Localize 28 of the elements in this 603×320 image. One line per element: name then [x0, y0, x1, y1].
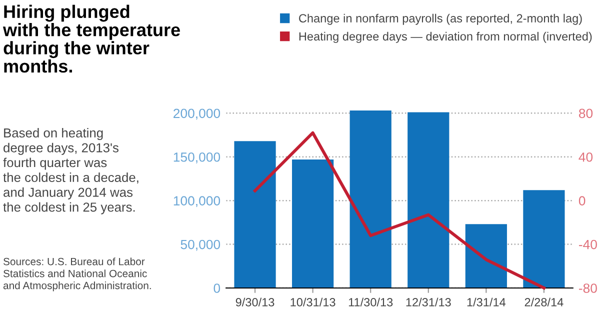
x-tick-label: 2/28/14 [524, 298, 564, 306]
text: Based on heating degree days, 2013's fourth quarter was the coldest in a decade, and January 2014 was the coldest in 25 years. [3, 128, 138, 214]
y2-tick-label: 0 [578, 196, 586, 206]
bar [350, 110, 392, 288]
x-tick-label: 12/31/13 [406, 298, 451, 306]
y-tick-label: 100,000 [174, 196, 220, 208]
y2-tick-label: 80 [578, 108, 593, 118]
bar [523, 190, 565, 288]
bar [292, 160, 334, 288]
legend-label: Change in nonfarm payrolls (as reported, 2-month lag) [299, 14, 582, 25]
x-tick-label: 11/30/13 [348, 298, 393, 306]
source-note: Sources: U.S. Bureau of Labor Statistics and National Oceanic and Atmospheric Administration. [3, 258, 151, 292]
bar [465, 224, 507, 288]
bar [234, 141, 276, 288]
y2-tick-label: -80 [578, 284, 597, 293]
legend-label: Heating degree days — deviation from normal (inverted) [299, 32, 592, 43]
x-tick-label: 1/31/14 [467, 298, 506, 306]
y-tick-label: 0 [214, 284, 220, 293]
y-tick-label: 50,000 [180, 240, 220, 251]
chart-title: Hiring plunged with the temperature during the winter months. [2, 4, 180, 73]
x-tick-label: 10/31/13 [290, 298, 336, 306]
bar [408, 112, 450, 288]
x-tick-label: 9/30/13 [236, 298, 274, 306]
y2-tick-label: -40 [578, 240, 597, 250]
line-series [253, 131, 546, 290]
y-tick-label: 150,000 [174, 152, 220, 164]
y2-tick-label: 40 [578, 152, 593, 162]
y-tick-label: 200,000 [174, 108, 220, 120]
